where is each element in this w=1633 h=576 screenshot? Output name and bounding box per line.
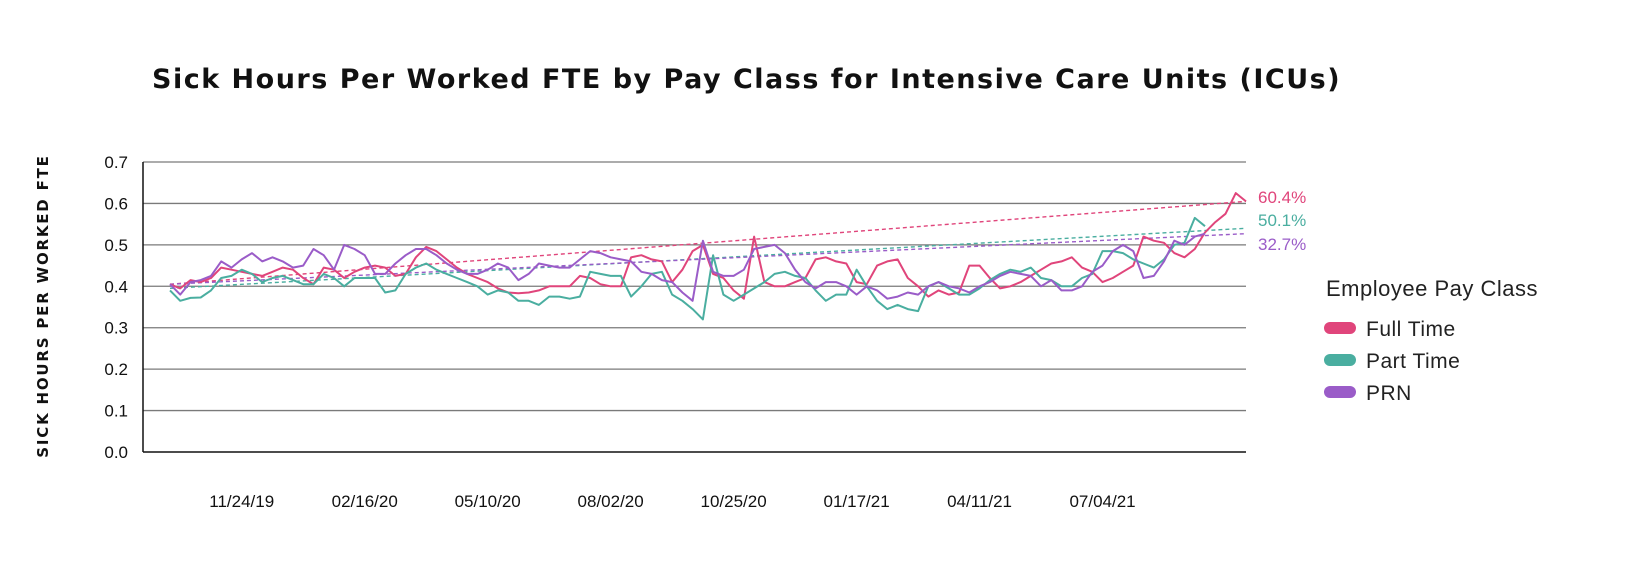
- x-tick-label: 08/02/20: [578, 492, 644, 511]
- y-tick-label: 0.0: [104, 443, 128, 462]
- x-tick-label: 02/16/20: [332, 492, 398, 511]
- legend-swatch: [1324, 322, 1356, 334]
- y-tick-labels: 0.0 0.1 0.2 0.3 0.4 0.5 0.6 0.7: [104, 153, 128, 462]
- y-tick-label: 0.7: [104, 153, 128, 172]
- end-label: 60.4%: [1258, 188, 1306, 207]
- gridlines: [143, 161, 1246, 412]
- x-tick-label: 04/11/21: [947, 492, 1012, 511]
- legend: Employee Pay Class Full Time Part Time PRN: [1324, 276, 1538, 405]
- y-tick-label: 0.5: [104, 236, 128, 255]
- legend-swatch: [1324, 354, 1356, 366]
- y-tick-label: 0.1: [104, 402, 128, 421]
- series-lines: [169, 192, 1247, 321]
- x-tick-label: 05/10/20: [455, 492, 521, 511]
- x-tick-label: 07/04/21: [1069, 492, 1135, 511]
- x-tick-label: 10/25/20: [701, 492, 767, 511]
- y-tick-label: 0.6: [104, 194, 128, 213]
- end-labels: 60.4% 50.1% 32.7%: [1258, 188, 1306, 254]
- series-line-prn: [169, 232, 1206, 302]
- x-tick-label: 01/17/21: [823, 492, 889, 511]
- legend-label: PRN: [1366, 382, 1412, 405]
- end-label: 32.7%: [1258, 235, 1306, 254]
- trend-line: [169, 227, 1247, 290]
- y-tick-label: 0.4: [104, 277, 128, 296]
- trend-line: [169, 232, 1247, 285]
- y-tick-label: 0.2: [104, 360, 128, 379]
- y-axis-label: SICK HOURS PER WORKED FTE: [34, 154, 52, 457]
- trend-line: [169, 200, 1247, 285]
- legend-label: Full Time: [1366, 318, 1456, 341]
- series-line-part-time: [169, 216, 1206, 321]
- trend-lines: [169, 200, 1247, 290]
- chart-title: Sick Hours Per Worked FTE by Pay Class f…: [152, 64, 1341, 95]
- legend-title: Employee Pay Class: [1326, 276, 1538, 301]
- legend-swatch: [1324, 386, 1356, 398]
- x-tick-label: 11/24/19: [209, 492, 274, 511]
- x-tick-labels: 11/24/19 02/16/20 05/10/20 08/02/20 10/25/20…: [209, 492, 1135, 511]
- y-tick-label: 0.3: [104, 319, 128, 338]
- legend-label: Part Time: [1366, 350, 1460, 373]
- end-label: 50.1%: [1258, 211, 1306, 230]
